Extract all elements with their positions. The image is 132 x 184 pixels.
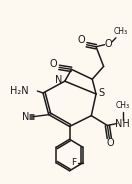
Text: O: O (77, 35, 85, 45)
Text: H₂N: H₂N (10, 86, 29, 96)
Text: N: N (22, 112, 30, 122)
Text: CH₃: CH₃ (114, 27, 128, 36)
Text: CH₃: CH₃ (116, 101, 130, 110)
Text: O: O (106, 138, 114, 148)
Text: N: N (55, 75, 63, 85)
Text: O: O (105, 39, 112, 49)
Text: NH: NH (115, 118, 130, 128)
Text: O: O (50, 59, 57, 69)
Text: S: S (99, 88, 105, 98)
Text: F: F (72, 158, 77, 167)
